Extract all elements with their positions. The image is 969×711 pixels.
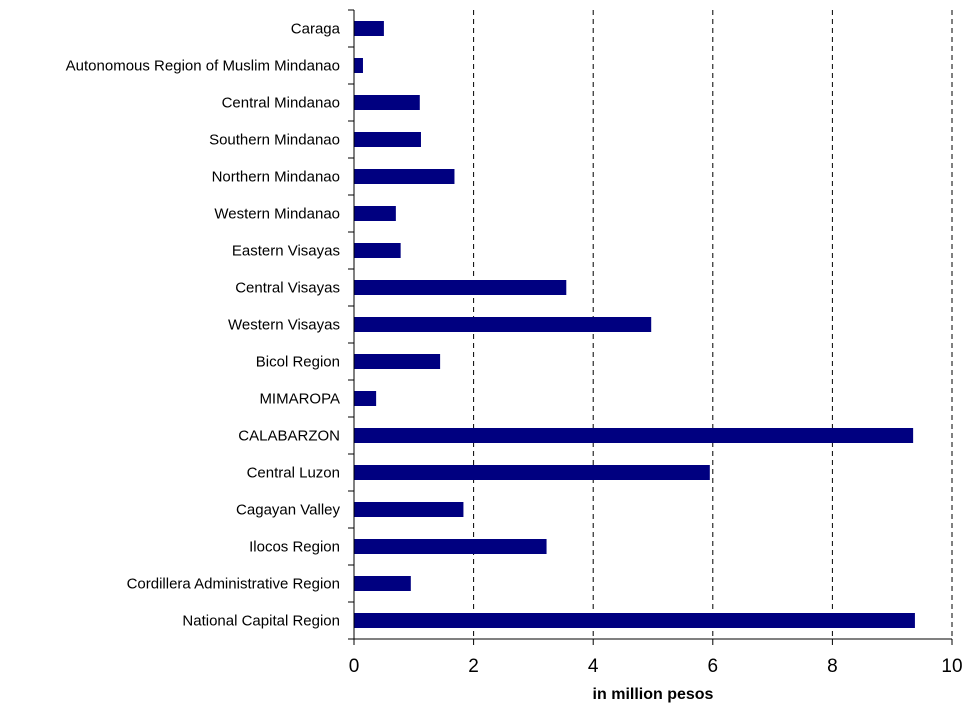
category-label: Ilocos Region — [249, 539, 340, 556]
category-label: Southern Mindanao — [209, 132, 340, 149]
bar — [354, 576, 411, 591]
x-tick-label: 8 — [827, 656, 838, 677]
x-tick-label: 10 — [941, 656, 962, 677]
bar — [354, 428, 914, 443]
category-ticks — [348, 9, 354, 640]
bar — [354, 613, 915, 628]
bar — [354, 243, 401, 258]
category-label: MIMAROPA — [259, 391, 340, 408]
category-label: CALABARZON — [238, 428, 340, 445]
bar — [354, 95, 420, 110]
gridlines — [473, 10, 953, 639]
bar — [354, 391, 377, 406]
bar — [354, 206, 396, 221]
x-tick-label: 6 — [708, 656, 719, 677]
category-label: Cagayan Valley — [236, 502, 340, 519]
x-tick-label: 2 — [468, 656, 479, 677]
category-label: Western Visayas — [228, 317, 340, 334]
x-tick-label: 0 — [349, 656, 360, 677]
bar — [354, 280, 567, 295]
bar — [354, 502, 464, 517]
bar — [354, 317, 652, 332]
category-labels: Caraga Autonomous Region of Muslim Mindan… — [66, 21, 341, 630]
category-label: Central Visayas — [235, 280, 340, 297]
category-label: Autonomous Region of Muslim Mindanao — [66, 58, 340, 75]
bar — [354, 539, 547, 554]
category-label: Central Luzon — [247, 465, 340, 482]
category-label: Central Mindanao — [222, 95, 340, 112]
category-label: Cordillera Administrative Region — [127, 576, 340, 593]
bar — [354, 21, 384, 36]
category-label: National Capital Region — [182, 613, 340, 630]
bars — [354, 21, 915, 628]
bar — [354, 58, 363, 73]
bar — [354, 354, 441, 369]
x-tick-labels: 0 2 4 6 8 10 — [349, 656, 963, 677]
category-label: Western Mindanao — [214, 206, 340, 223]
bar — [354, 465, 710, 480]
x-tick-label: 4 — [588, 656, 599, 677]
x-ticks — [353, 639, 953, 645]
bar — [354, 169, 455, 184]
category-label: Caraga — [291, 21, 341, 38]
category-label: Bicol Region — [256, 354, 340, 371]
bar — [354, 132, 421, 147]
category-label: Northern Mindanao — [212, 169, 340, 186]
x-axis-title: in million pesos — [593, 686, 714, 703]
category-label: Eastern Visayas — [232, 243, 340, 260]
